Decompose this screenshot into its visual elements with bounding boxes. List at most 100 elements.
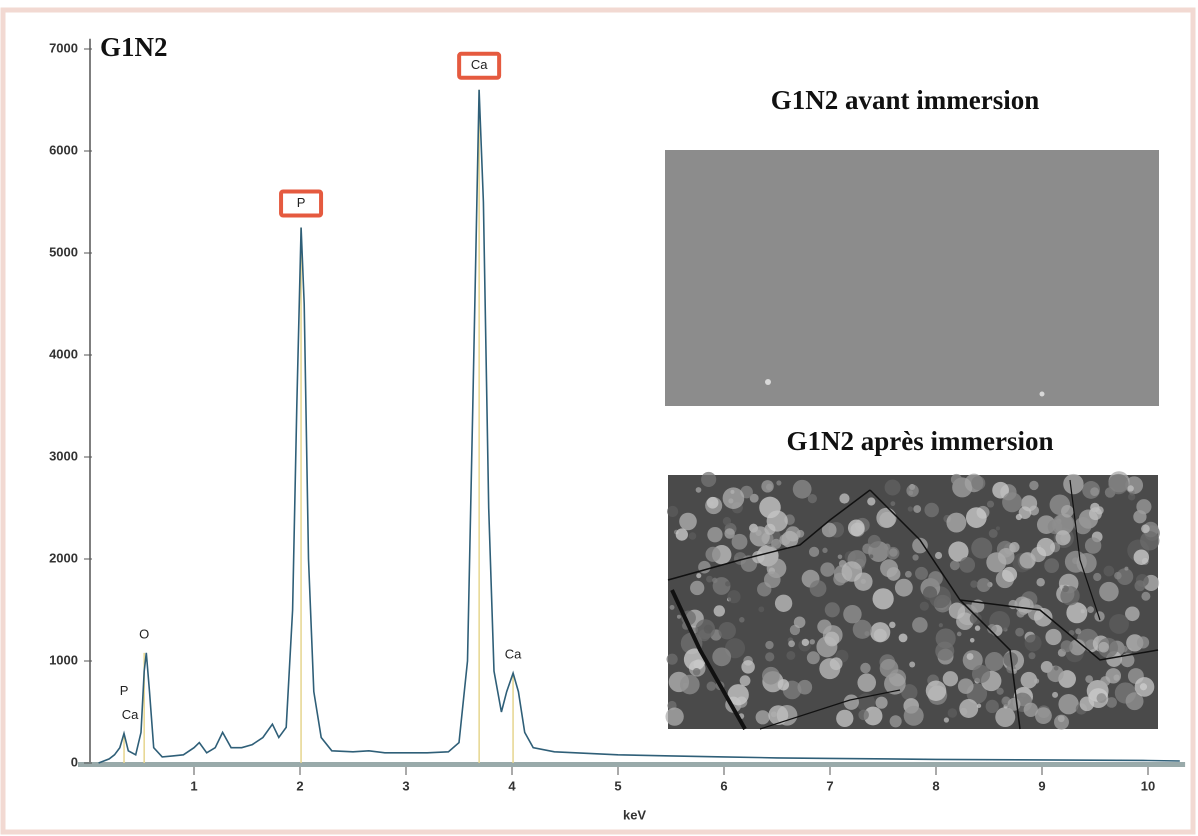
grain bbox=[1066, 602, 1088, 624]
grain bbox=[1139, 683, 1148, 691]
grain bbox=[949, 560, 960, 571]
grain bbox=[1136, 499, 1152, 515]
grain bbox=[903, 705, 924, 726]
grain bbox=[1096, 693, 1107, 704]
grain bbox=[924, 502, 939, 518]
grain bbox=[1009, 542, 1020, 553]
grain bbox=[749, 526, 770, 547]
grain bbox=[1141, 524, 1150, 534]
grain bbox=[971, 476, 986, 491]
grain bbox=[806, 651, 820, 665]
grain bbox=[1018, 506, 1032, 520]
grain bbox=[1028, 652, 1036, 660]
grain bbox=[971, 664, 991, 684]
grain bbox=[971, 537, 993, 559]
grain bbox=[1002, 492, 1023, 513]
grain bbox=[966, 653, 974, 660]
grain bbox=[819, 658, 841, 680]
crack bbox=[959, 599, 1159, 661]
x-axis bbox=[78, 762, 1186, 767]
grain bbox=[706, 681, 716, 691]
grain bbox=[894, 578, 913, 597]
peak-label: Ca bbox=[122, 707, 139, 722]
grain bbox=[946, 512, 967, 533]
grain bbox=[1007, 697, 1021, 711]
grain bbox=[938, 623, 943, 628]
grain bbox=[788, 640, 795, 648]
grain bbox=[1024, 634, 1042, 652]
grain bbox=[727, 684, 749, 706]
grain bbox=[727, 590, 741, 604]
grain bbox=[984, 652, 1004, 672]
crack bbox=[670, 589, 747, 730]
grain bbox=[807, 493, 817, 504]
grain bbox=[676, 614, 682, 619]
grain bbox=[1015, 627, 1024, 637]
grain bbox=[1085, 675, 1094, 683]
grain bbox=[821, 522, 837, 538]
grain bbox=[912, 617, 928, 633]
grain bbox=[1055, 530, 1071, 546]
grain bbox=[889, 621, 896, 629]
peak-label: Ca bbox=[505, 647, 522, 662]
grain bbox=[1035, 707, 1052, 725]
grain bbox=[809, 639, 815, 645]
grain bbox=[765, 483, 773, 491]
grain bbox=[836, 709, 854, 728]
grain bbox=[943, 717, 950, 723]
grain bbox=[1098, 641, 1110, 653]
chart-title: G1N2 bbox=[100, 32, 168, 62]
grain bbox=[1036, 577, 1045, 587]
grain bbox=[957, 678, 974, 694]
grain bbox=[1019, 552, 1036, 569]
grain bbox=[913, 505, 922, 513]
x-tick-label: 9 bbox=[1038, 778, 1045, 793]
x-tick-label: 7 bbox=[826, 778, 833, 793]
grain bbox=[739, 675, 751, 687]
grain bbox=[1090, 487, 1100, 497]
grain bbox=[1033, 678, 1040, 684]
grain bbox=[1099, 581, 1119, 602]
grain bbox=[779, 534, 791, 546]
peak-label: P bbox=[120, 683, 129, 698]
grain bbox=[996, 687, 1004, 695]
grain bbox=[883, 543, 891, 551]
sem-image-before bbox=[665, 150, 1159, 406]
grain bbox=[1124, 566, 1129, 571]
grain bbox=[1036, 537, 1056, 557]
x-tick-label: 10 bbox=[1141, 778, 1155, 793]
grain bbox=[688, 532, 697, 540]
particle bbox=[765, 379, 771, 385]
grain bbox=[880, 559, 899, 578]
crack bbox=[667, 489, 871, 581]
grain bbox=[758, 606, 765, 613]
grain bbox=[872, 588, 894, 610]
grain bbox=[965, 507, 987, 528]
y-tick-label: 4000 bbox=[49, 346, 78, 361]
grain bbox=[922, 586, 938, 601]
grain bbox=[935, 641, 955, 661]
x-tick-label: 5 bbox=[614, 778, 621, 793]
grain bbox=[1089, 507, 1102, 521]
grain bbox=[947, 708, 958, 718]
grain bbox=[843, 694, 859, 710]
sem-image-after bbox=[665, 471, 1160, 730]
grain bbox=[1047, 665, 1064, 683]
grain bbox=[765, 640, 774, 650]
grain bbox=[867, 497, 876, 506]
grain bbox=[857, 673, 876, 692]
peak-label: Ca bbox=[471, 57, 488, 72]
grain bbox=[974, 625, 981, 631]
grain bbox=[942, 671, 959, 687]
grain bbox=[986, 500, 995, 508]
x-tick-label: 3 bbox=[402, 778, 409, 793]
grain bbox=[1125, 692, 1144, 711]
grain bbox=[843, 604, 862, 624]
grain bbox=[809, 580, 827, 597]
grain bbox=[912, 554, 919, 561]
grain bbox=[793, 616, 806, 629]
grain bbox=[808, 546, 820, 558]
grain bbox=[860, 662, 871, 674]
grain bbox=[679, 512, 697, 531]
grain bbox=[1133, 549, 1150, 565]
